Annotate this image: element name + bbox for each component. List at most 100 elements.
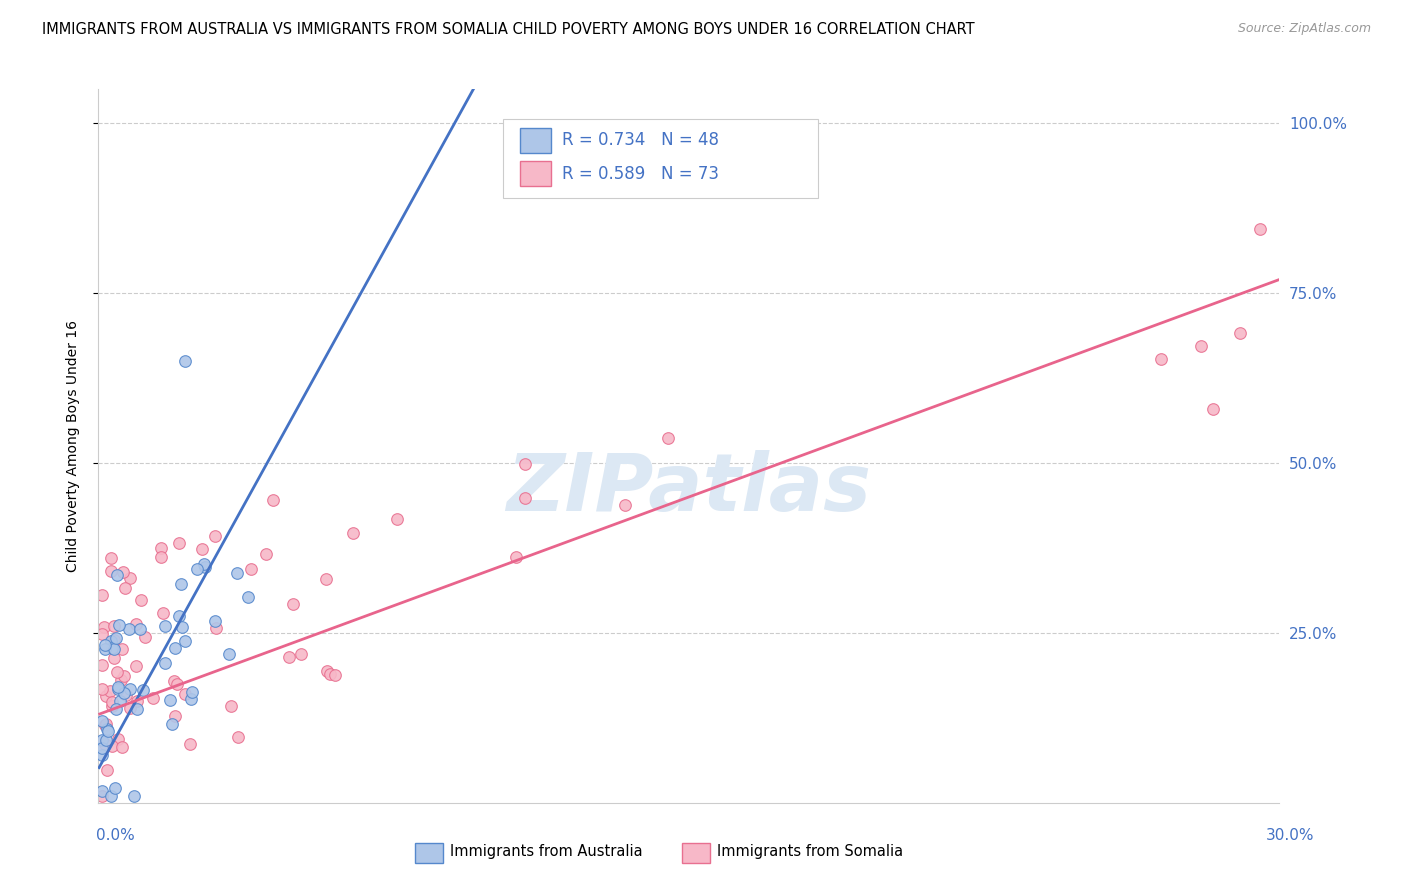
Point (120, 701, 142, 715)
Point (129, 592, 152, 607)
Point (91, 627, 114, 641)
Point (191, 542, 214, 557)
Point (160, 716, 183, 731)
Point (153, 657, 176, 671)
Point (387, 512, 409, 526)
Text: 30.0%: 30.0% (1267, 828, 1315, 843)
Point (108, 694, 131, 708)
Point (108, 617, 131, 632)
Point (91, 741, 114, 756)
Point (515, 457, 537, 471)
Point (91, 784, 114, 798)
Point (105, 567, 128, 582)
Point (174, 634, 197, 648)
Point (152, 606, 174, 620)
Text: Immigrants from Australia: Immigrants from Australia (450, 845, 643, 859)
Point (112, 686, 135, 700)
Point (315, 572, 337, 586)
Point (239, 562, 262, 576)
Point (323, 668, 346, 682)
Point (97, 724, 120, 739)
Point (163, 673, 186, 688)
Point (236, 591, 259, 605)
Point (226, 730, 249, 744)
Point (290, 648, 312, 662)
Point (657, 431, 679, 445)
Point (181, 685, 204, 699)
Point (100, 739, 122, 754)
Point (283, 597, 305, 611)
Point (163, 640, 186, 655)
Point (112, 565, 135, 579)
Point (100, 698, 122, 713)
Point (170, 577, 193, 591)
Point (103, 633, 125, 648)
Point (122, 789, 145, 803)
Point (103, 651, 125, 665)
Point (129, 622, 152, 636)
Point (194, 559, 217, 574)
Point (111, 739, 134, 754)
Point (169, 609, 191, 624)
Point (142, 691, 165, 706)
Text: R = 0.589   N = 73: R = 0.589 N = 73 (562, 165, 720, 183)
Point (225, 566, 247, 581)
Point (174, 354, 197, 368)
Point (180, 691, 202, 706)
Text: Immigrants from Somalia: Immigrants from Somalia (717, 845, 903, 859)
Text: IMMIGRANTS FROM AUSTRALIA VS IMMIGRANTS FROM SOMALIA CHILD POVERTY AMONG BOYS UN: IMMIGRANTS FROM AUSTRALIA VS IMMIGRANTS … (42, 22, 974, 37)
Point (91, 789, 114, 803)
Point (103, 618, 125, 632)
Point (91, 733, 114, 747)
Point (110, 673, 132, 687)
Point (94, 718, 117, 732)
Point (614, 498, 637, 512)
Point (159, 692, 181, 706)
Point (125, 701, 148, 715)
Point (342, 525, 364, 540)
Point (205, 621, 228, 635)
Point (167, 536, 190, 550)
Text: ZIPatlas: ZIPatlas (506, 450, 872, 528)
Point (105, 631, 128, 645)
Point (254, 547, 277, 561)
Point (134, 630, 156, 644)
Point (166, 677, 188, 691)
Point (204, 529, 226, 543)
Point (100, 789, 122, 803)
Text: R = 0.734   N = 48: R = 0.734 N = 48 (562, 131, 720, 149)
Point (193, 558, 215, 572)
Point (153, 618, 176, 632)
Point (100, 550, 122, 565)
Point (112, 669, 135, 683)
Point (107, 682, 129, 697)
Point (1201, 401, 1223, 416)
Point (94, 737, 117, 751)
Point (218, 647, 240, 661)
Y-axis label: Child Poverty Among Boys Under 16: Child Poverty Among Boys Under 16 (66, 320, 80, 572)
Point (165, 709, 187, 723)
Point (1189, 339, 1212, 353)
Point (100, 633, 122, 648)
Point (94, 716, 117, 731)
Point (98, 684, 121, 698)
Point (316, 664, 339, 678)
Point (93, 620, 115, 634)
Point (91, 747, 114, 762)
Point (221, 698, 243, 713)
Point (1249, 221, 1271, 235)
Text: Source: ZipAtlas.com: Source: ZipAtlas.com (1237, 22, 1371, 36)
Point (118, 622, 141, 636)
Point (107, 680, 129, 694)
Point (103, 641, 125, 656)
Point (91, 657, 114, 672)
Point (96, 722, 118, 736)
Point (319, 667, 342, 681)
Point (505, 550, 527, 565)
Point (124, 659, 146, 673)
Point (1150, 352, 1173, 367)
Point (125, 694, 148, 708)
Point (94, 641, 117, 656)
Point (125, 616, 148, 631)
Point (120, 571, 142, 585)
